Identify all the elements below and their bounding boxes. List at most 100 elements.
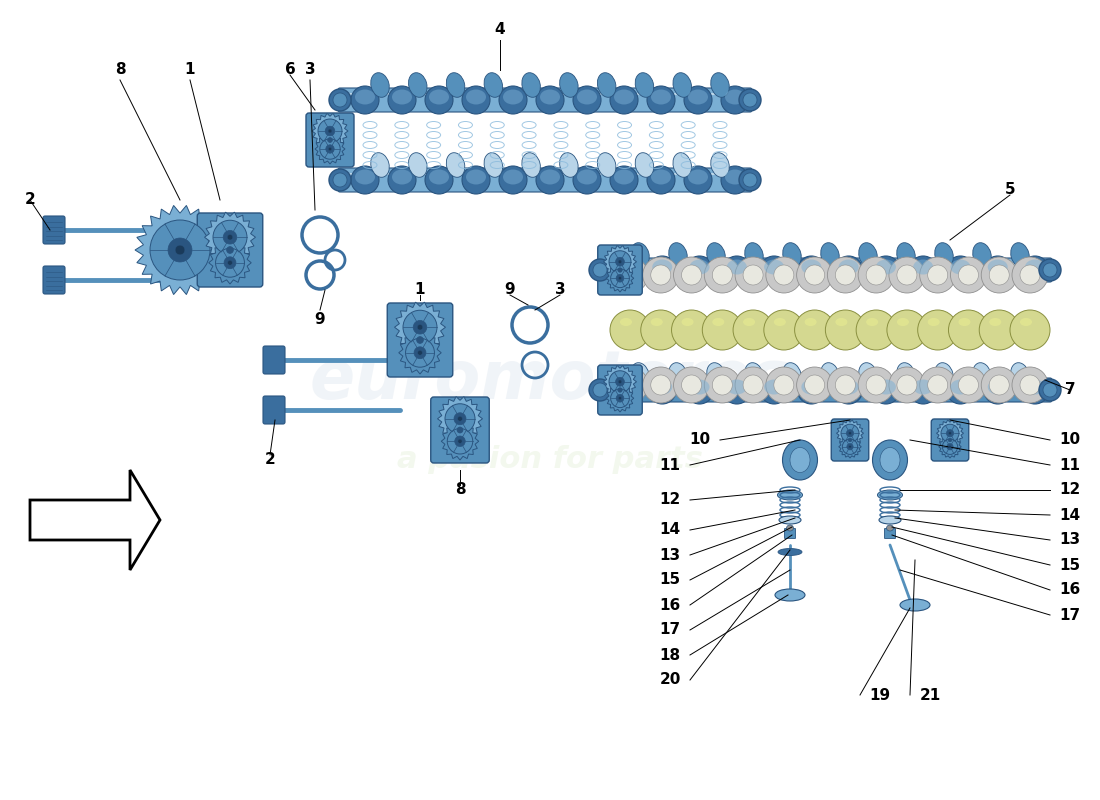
Ellipse shape — [536, 86, 564, 114]
Polygon shape — [606, 385, 634, 412]
Circle shape — [454, 436, 465, 446]
Circle shape — [458, 416, 462, 421]
Ellipse shape — [392, 170, 412, 185]
Circle shape — [618, 397, 621, 400]
FancyBboxPatch shape — [598, 378, 1052, 402]
Ellipse shape — [711, 73, 729, 98]
Circle shape — [735, 367, 771, 403]
Ellipse shape — [578, 90, 597, 105]
Ellipse shape — [859, 362, 878, 387]
Circle shape — [612, 367, 648, 403]
Ellipse shape — [462, 86, 490, 114]
Circle shape — [773, 265, 794, 285]
Circle shape — [326, 145, 334, 154]
Ellipse shape — [838, 259, 859, 274]
Circle shape — [610, 269, 629, 288]
Ellipse shape — [573, 86, 601, 114]
Circle shape — [618, 260, 621, 263]
Circle shape — [958, 265, 979, 285]
Ellipse shape — [484, 153, 503, 178]
Text: 11: 11 — [660, 458, 681, 473]
Ellipse shape — [388, 166, 416, 194]
Circle shape — [744, 265, 763, 285]
Circle shape — [796, 257, 833, 293]
Ellipse shape — [635, 153, 653, 178]
Circle shape — [1020, 375, 1040, 395]
Circle shape — [958, 375, 979, 395]
Circle shape — [948, 438, 951, 442]
Text: 17: 17 — [659, 622, 681, 638]
Ellipse shape — [745, 242, 763, 267]
Circle shape — [796, 367, 833, 403]
Text: a pasion for parts: a pasion for parts — [397, 446, 703, 474]
Circle shape — [618, 277, 621, 280]
Text: 9: 9 — [315, 313, 326, 327]
Ellipse shape — [878, 490, 902, 500]
Ellipse shape — [725, 90, 745, 105]
Circle shape — [642, 367, 679, 403]
Circle shape — [943, 439, 958, 454]
Circle shape — [704, 257, 740, 293]
Ellipse shape — [876, 259, 895, 274]
Text: 2: 2 — [24, 193, 35, 207]
Ellipse shape — [536, 166, 564, 194]
Text: 2: 2 — [265, 453, 275, 467]
Ellipse shape — [1043, 263, 1057, 277]
Circle shape — [673, 257, 710, 293]
Ellipse shape — [727, 379, 747, 394]
Polygon shape — [438, 397, 483, 441]
Ellipse shape — [484, 73, 503, 98]
Circle shape — [733, 310, 773, 350]
Circle shape — [763, 310, 804, 350]
Ellipse shape — [521, 153, 540, 178]
Ellipse shape — [958, 318, 970, 326]
Circle shape — [446, 404, 475, 434]
Circle shape — [651, 265, 671, 285]
Ellipse shape — [760, 256, 788, 284]
Ellipse shape — [776, 589, 805, 601]
Ellipse shape — [935, 242, 954, 267]
Circle shape — [896, 375, 917, 395]
Circle shape — [673, 367, 710, 403]
FancyBboxPatch shape — [43, 266, 65, 294]
Ellipse shape — [669, 242, 688, 267]
Text: 19: 19 — [869, 687, 891, 702]
Circle shape — [1012, 367, 1048, 403]
Ellipse shape — [1011, 242, 1030, 267]
Circle shape — [417, 337, 424, 343]
Ellipse shape — [651, 318, 663, 326]
Circle shape — [979, 310, 1020, 350]
Polygon shape — [398, 331, 441, 374]
Ellipse shape — [988, 259, 1008, 274]
Ellipse shape — [896, 318, 909, 326]
Text: 1: 1 — [185, 62, 196, 78]
Circle shape — [927, 265, 948, 285]
Circle shape — [848, 432, 851, 434]
Ellipse shape — [614, 170, 634, 185]
Circle shape — [223, 230, 236, 244]
Circle shape — [213, 220, 248, 254]
Ellipse shape — [685, 256, 714, 284]
Polygon shape — [836, 420, 864, 446]
FancyBboxPatch shape — [263, 396, 285, 424]
Ellipse shape — [651, 170, 671, 185]
Polygon shape — [395, 302, 446, 352]
Circle shape — [950, 367, 987, 403]
Ellipse shape — [711, 153, 729, 178]
Ellipse shape — [392, 90, 412, 105]
Circle shape — [858, 257, 894, 293]
Circle shape — [227, 246, 233, 254]
Ellipse shape — [983, 376, 1012, 404]
Text: 14: 14 — [1059, 507, 1080, 522]
Ellipse shape — [560, 73, 579, 98]
Circle shape — [326, 126, 334, 136]
Ellipse shape — [778, 490, 803, 500]
Circle shape — [766, 367, 802, 403]
Ellipse shape — [503, 90, 522, 105]
Ellipse shape — [744, 318, 755, 326]
Ellipse shape — [786, 525, 793, 531]
Ellipse shape — [821, 242, 839, 267]
Circle shape — [216, 248, 244, 278]
Circle shape — [843, 439, 858, 454]
Circle shape — [989, 265, 1009, 285]
